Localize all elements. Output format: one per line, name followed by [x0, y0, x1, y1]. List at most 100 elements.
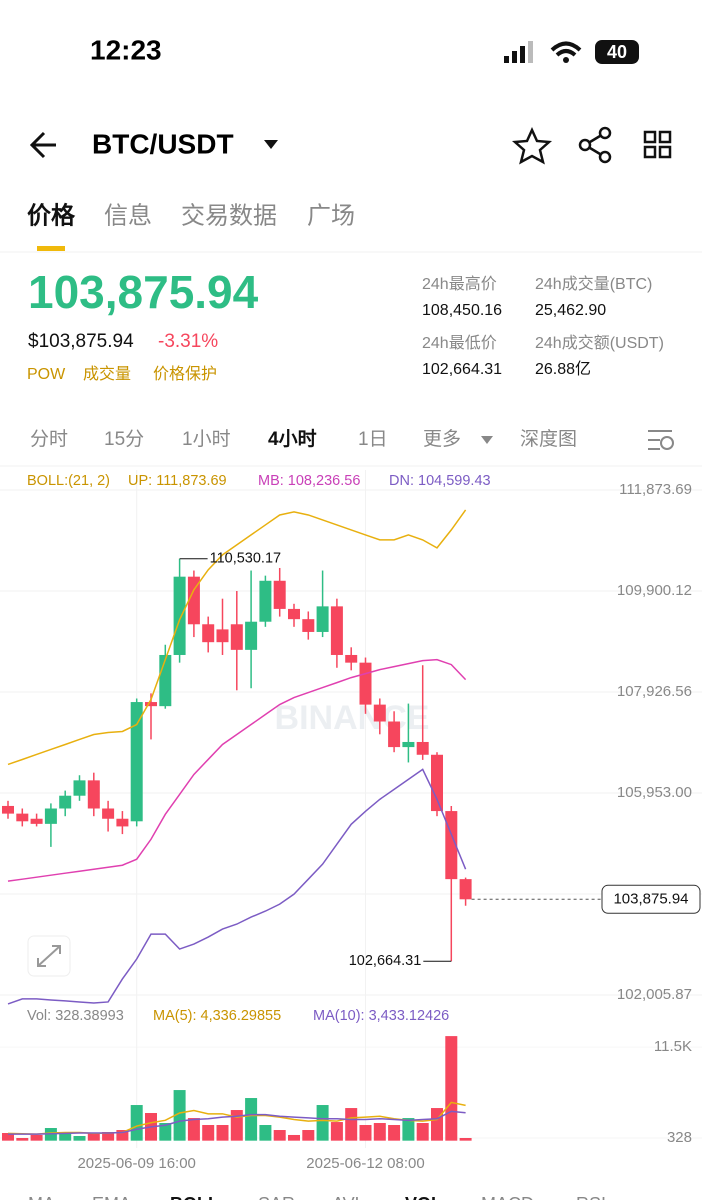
interval[interactable]: 4小时 — [268, 428, 317, 450]
candle-body — [202, 624, 215, 643]
last-price-box — [601, 884, 701, 914]
interval[interactable]: 1小时 — [182, 428, 231, 450]
candle-body — [173, 576, 186, 655]
legend-item: MB: 108,236.56 — [258, 473, 360, 489]
more-dropdown — [481, 436, 493, 444]
volume-bar — [445, 1036, 458, 1141]
indicator-tab[interactable]: MACD — [481, 1194, 534, 1200]
volume-bar — [273, 1130, 286, 1141]
y-tick-label: 105,953.00 — [617, 784, 692, 801]
volume-bar — [159, 1123, 172, 1141]
volume-bar — [130, 1105, 143, 1141]
volume-bar — [288, 1134, 300, 1141]
interval[interactable]: 15分 — [104, 428, 144, 450]
y-tick-label: 11.5K — [654, 1038, 692, 1055]
chart-settings-button[interactable] — [648, 430, 674, 450]
indicator-tab[interactable]: RSI — [576, 1194, 606, 1200]
volume-bar — [388, 1125, 401, 1141]
volume-bar — [216, 1125, 229, 1141]
legend-item: MA(5): 4,336.29855 — [153, 1008, 281, 1024]
y-tick-label: 328 — [667, 1129, 692, 1146]
indicator-tab[interactable]: EMA — [92, 1194, 131, 1200]
volume-bar — [2, 1133, 14, 1141]
candle-body — [316, 606, 329, 632]
clock: 12:23 — [90, 34, 162, 65]
tab[interactable]: 信息 — [104, 202, 152, 229]
back-button[interactable] — [29, 131, 56, 159]
candle-body — [330, 606, 343, 655]
fullscreen-icon — [37, 945, 61, 967]
boll-line — [7, 658, 467, 882]
battery-level: 40 — [607, 42, 627, 62]
interval[interactable]: 更多 — [423, 428, 461, 450]
volume-bar — [345, 1108, 358, 1141]
volume-bar — [245, 1098, 258, 1141]
tab[interactable]: 交易数据 — [181, 202, 277, 229]
indicator-tab[interactable]: AVL — [332, 1194, 365, 1200]
y-tick-label: 107,926.56 — [617, 683, 692, 700]
interval[interactable]: 深度图 — [520, 428, 577, 450]
wifi-dot — [563, 57, 569, 63]
interval[interactable]: 1日 — [358, 429, 388, 450]
price-change: -3.31% — [158, 331, 218, 352]
y-tick-label: 111,873.69 — [619, 481, 692, 498]
volume-bar — [373, 1123, 386, 1141]
pair-dropdown[interactable] — [264, 140, 278, 149]
candle-body — [216, 629, 229, 643]
volume-bar — [202, 1125, 215, 1141]
candle-body — [73, 780, 86, 796]
candle-body — [116, 818, 129, 827]
candle-body — [245, 621, 258, 650]
usd-price: $103,875.94 — [28, 331, 134, 352]
candle-body — [2, 805, 14, 814]
volume-bar — [431, 1108, 443, 1141]
favorite-button[interactable] — [511, 126, 553, 165]
candle-body — [431, 754, 443, 812]
annotation-label: 110,530.17 — [210, 551, 282, 567]
volume-ma-line — [8, 1110, 466, 1135]
stat-value: 26.88亿 — [535, 360, 591, 378]
indicator-tab[interactable]: BOLL — [170, 1194, 219, 1200]
interval[interactable]: 分时 — [30, 428, 68, 450]
y-tick-label: 102,005.87 — [617, 986, 692, 1003]
battery — [595, 40, 639, 64]
tag[interactable]: 成交量 — [83, 365, 131, 383]
stat-label: 24h成交量(BTC) — [535, 275, 652, 293]
boll-line — [7, 509, 467, 766]
volume-bar — [116, 1130, 129, 1141]
candle-body — [345, 654, 358, 663]
legend-item: DN: 104,599.43 — [389, 473, 491, 489]
candle-body — [87, 780, 100, 809]
share-button[interactable] — [578, 126, 612, 164]
pair-title[interactable]: BTC/USDT — [92, 128, 234, 159]
candle-body — [288, 608, 300, 620]
tag[interactable]: POW — [27, 366, 66, 383]
volume-bar — [459, 1138, 472, 1141]
indicator-tab[interactable]: SAR — [258, 1194, 295, 1200]
volume-bar — [302, 1130, 315, 1141]
candle-body — [159, 654, 172, 707]
indicator-tab[interactable]: VOL — [405, 1194, 442, 1200]
volume-bar — [73, 1136, 86, 1141]
candle-body — [30, 818, 43, 824]
legend-item: MA(10): 3,433.12426 — [313, 1008, 449, 1024]
candle-body — [16, 813, 29, 822]
annotation-label: 102,664.31 — [349, 953, 422, 969]
candle-body — [145, 702, 157, 707]
candle-body — [302, 619, 315, 632]
tag[interactable]: 价格保护 — [153, 365, 217, 383]
candle-body — [416, 741, 429, 755]
volume-bar — [30, 1134, 43, 1141]
stat-label: 24h成交额(USDT) — [535, 334, 664, 352]
volume-bar — [230, 1110, 243, 1141]
indicator-tab[interactable]: MA — [28, 1194, 55, 1200]
candle-body — [130, 702, 143, 822]
volume-bar — [402, 1118, 415, 1141]
more-button[interactable] — [643, 130, 672, 159]
tab[interactable]: 价格 — [27, 202, 76, 229]
stat-label: 24h最低价 — [422, 334, 497, 352]
volume-bar — [87, 1133, 100, 1141]
candle-body — [373, 704, 386, 722]
tab[interactable]: 广场 — [307, 202, 355, 229]
